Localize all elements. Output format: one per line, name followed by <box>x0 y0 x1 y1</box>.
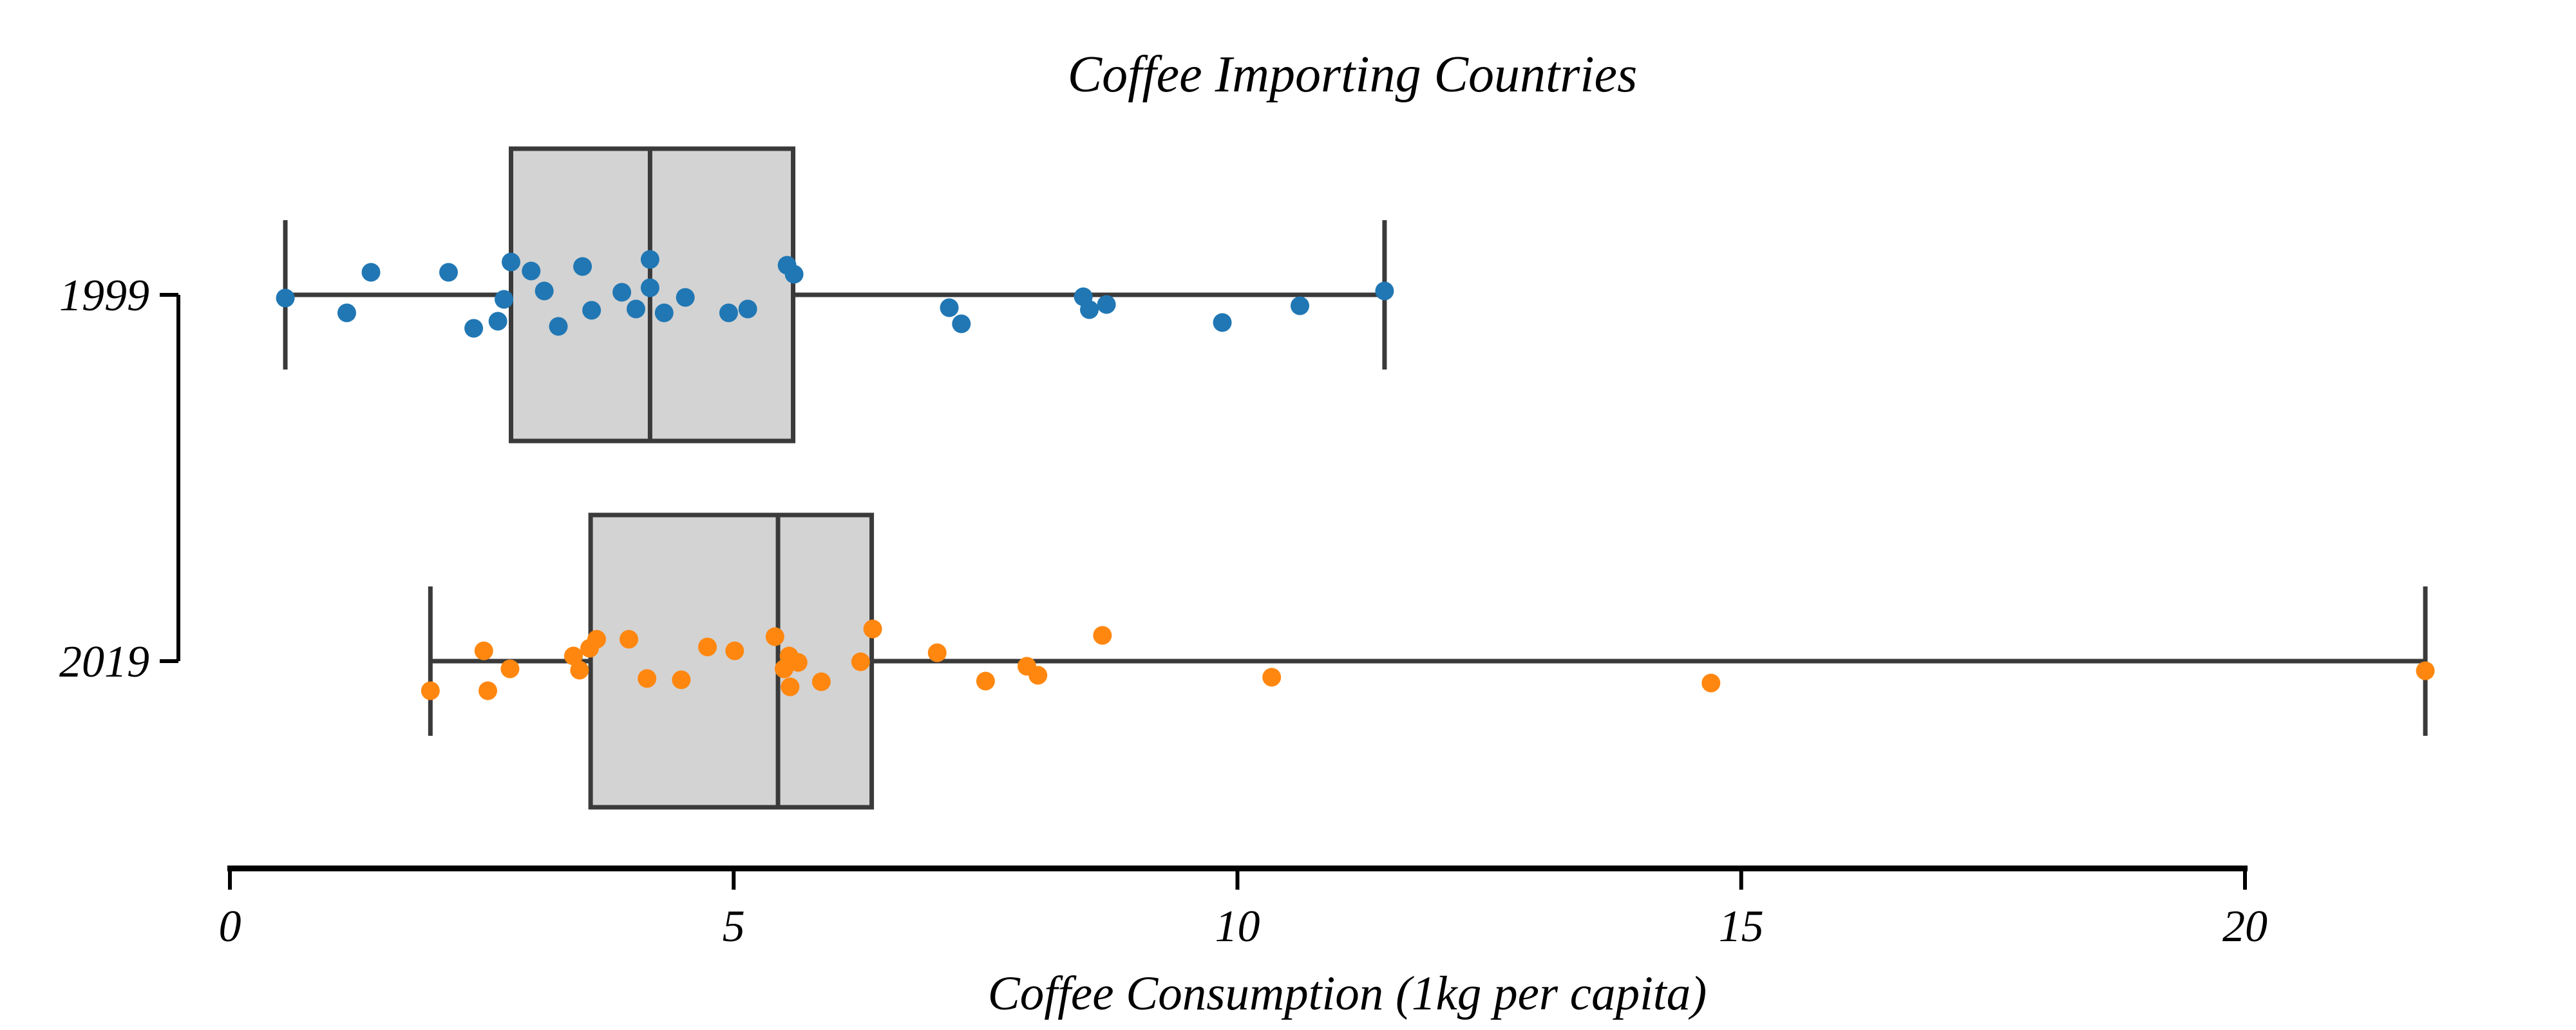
x-tick-label-0: 0 <box>219 902 242 951</box>
data-point-1999 <box>640 250 659 269</box>
data-point-1999 <box>488 312 507 331</box>
x-tick-label-10: 10 <box>1215 902 1260 951</box>
data-point-1999 <box>719 303 738 323</box>
data-point-2019 <box>421 681 440 700</box>
data-point-2019 <box>638 669 657 688</box>
data-point-1999 <box>1080 300 1099 319</box>
data-point-2019 <box>781 677 800 697</box>
data-point-1999 <box>522 261 541 281</box>
data-point-1999 <box>1213 313 1232 332</box>
data-point-1999 <box>640 278 659 297</box>
data-point-1999 <box>549 317 568 336</box>
data-point-1999 <box>738 299 757 319</box>
data-point-2019 <box>765 627 784 646</box>
x-tick-label-15: 15 <box>1719 902 1764 951</box>
axes-layer: 0 5 10 15 20 <box>160 293 2268 951</box>
data-point-2019 <box>725 641 744 660</box>
data-point-2019 <box>811 672 831 691</box>
data-point-1999 <box>940 298 959 317</box>
data-point-2019 <box>672 670 691 689</box>
data-point-1999 <box>535 281 554 301</box>
data-point-1999 <box>439 263 458 282</box>
data-point-2019 <box>1028 666 1048 685</box>
data-point-2019 <box>474 641 493 660</box>
data-point-1999 <box>784 265 804 284</box>
data-point-1999 <box>337 303 356 323</box>
data-point-2019 <box>620 630 639 649</box>
data-point-1999 <box>464 319 484 338</box>
data-point-1999 <box>573 257 592 276</box>
data-point-1999 <box>612 283 632 302</box>
data-point-1999 <box>495 290 514 309</box>
y-tick-label-1999: 1999 <box>59 271 149 321</box>
x-axis-label: Coffee Consumption (1kg per capita) <box>988 967 1707 1020</box>
data-point-2019 <box>564 646 583 666</box>
data-point-2019 <box>587 630 606 649</box>
data-point-2019 <box>863 619 882 639</box>
x-tick-label-5: 5 <box>723 902 745 951</box>
data-point-1999 <box>952 314 971 333</box>
data-point-layer <box>276 250 2435 700</box>
data-point-2019 <box>698 637 717 657</box>
data-point-1999 <box>626 299 645 319</box>
box-2019 <box>588 512 875 810</box>
x-tick-label-20: 20 <box>2222 902 2268 951</box>
data-point-2019 <box>788 653 808 672</box>
data-point-2019 <box>2416 661 2435 680</box>
data-point-2019 <box>927 643 947 662</box>
data-point-1999 <box>1290 296 1309 315</box>
data-point-2019 <box>976 671 995 691</box>
data-point-2019 <box>478 681 498 700</box>
data-point-2019 <box>851 652 870 671</box>
data-point-1999 <box>1375 281 1394 301</box>
data-point-1999 <box>276 288 295 308</box>
data-point-2019 <box>1701 673 1721 693</box>
data-point-2019 <box>1262 668 1282 687</box>
y-tick-label-2019: 2019 <box>59 637 149 687</box>
data-point-1999 <box>582 301 601 320</box>
data-point-1999 <box>676 288 695 307</box>
data-point-1999 <box>1097 295 1116 314</box>
data-point-2019 <box>500 659 520 679</box>
box-plot-layer <box>283 146 2428 810</box>
data-point-1999 <box>501 252 520 272</box>
data-point-2019 <box>570 660 589 680</box>
data-point-1999 <box>361 263 381 282</box>
data-point-1999 <box>654 303 674 323</box>
data-point-2019 <box>1093 626 1112 645</box>
chart-title: Coffee Importing Countries <box>1068 46 1637 103</box>
